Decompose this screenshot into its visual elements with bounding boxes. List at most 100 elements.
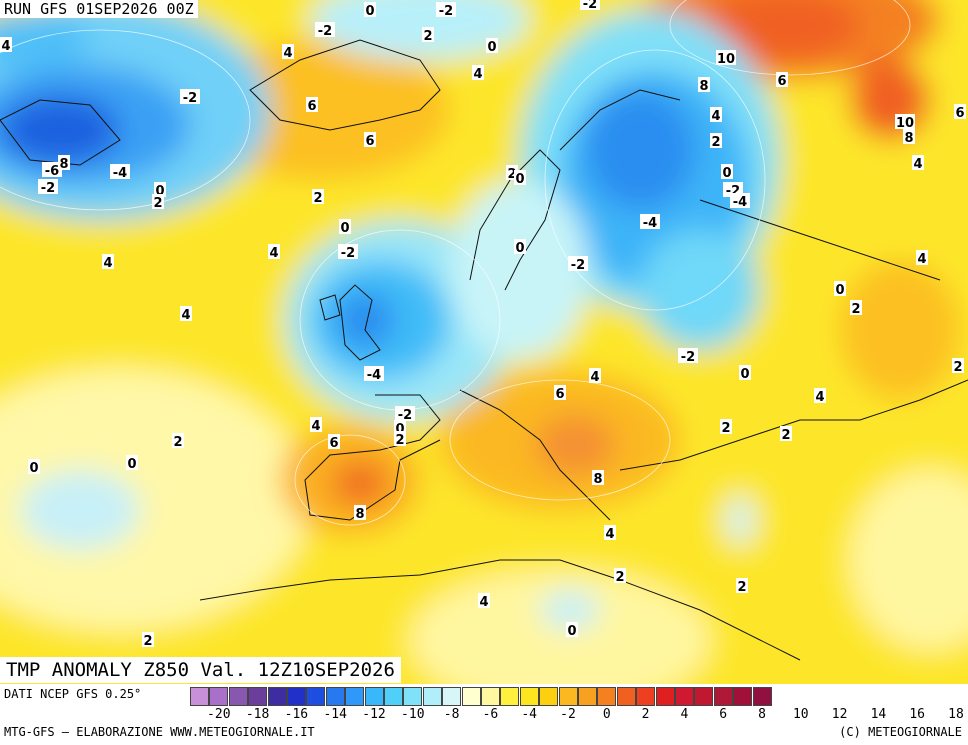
color-scale-tick: 16 — [909, 707, 926, 722]
color-scale-tick: 8 — [758, 707, 766, 722]
run-label: RUN GFS 01SEP2026 00Z — [0, 0, 198, 18]
color-scale-tick: -8 — [443, 707, 460, 722]
contour-label: 2 — [313, 191, 322, 206]
color-swatch — [655, 687, 675, 706]
contour-label-bg — [154, 182, 166, 197]
contour-label-bg — [566, 622, 578, 637]
color-scale-tick: 14 — [870, 707, 887, 722]
contour-label-bg — [589, 368, 601, 383]
contour-label: 4 — [590, 370, 599, 385]
color-swatch — [325, 687, 345, 706]
contour-label: 6 — [777, 74, 786, 89]
contour-label: 0 — [395, 422, 404, 437]
contour-label: -2 — [318, 24, 332, 39]
color-swatch — [248, 687, 268, 706]
color-swatch — [442, 687, 462, 706]
contour-label: 0 — [340, 221, 349, 236]
contour-label: 4 — [283, 46, 292, 61]
color-swatch — [713, 687, 733, 706]
color-scale-tick: 6 — [719, 707, 728, 722]
contour-label-bg — [354, 505, 366, 520]
color-swatch — [384, 687, 403, 706]
contour-label: 2 — [507, 167, 516, 182]
contour-label: 2 — [953, 360, 962, 375]
contour-label-bg — [514, 239, 526, 254]
contour-label-bg — [895, 114, 915, 129]
copyright-label: (C) METEOGIORNALE — [839, 725, 962, 739]
contour-label: 2 — [781, 428, 790, 443]
contour-label-bg — [678, 348, 698, 363]
contour-label-bg — [912, 155, 924, 170]
contour-label: 2 — [615, 570, 624, 585]
contour-label-bg — [568, 256, 588, 271]
contour-label: -4 — [733, 195, 747, 210]
contour-label: 2 — [711, 135, 720, 150]
color-scale-tick: -20 — [207, 707, 231, 722]
color-swatch — [694, 687, 714, 706]
contour-label-bg — [0, 37, 12, 52]
color-scale-tick: -16 — [284, 707, 309, 722]
contour-label-bg — [850, 300, 862, 315]
contour-label-bg — [710, 133, 722, 148]
data-source-label: DATI NCEP GFS 0.25° — [4, 687, 142, 701]
contour-label: 10 — [896, 116, 914, 131]
contour-label: 6 — [329, 436, 338, 451]
contour-label: -2 — [571, 258, 585, 273]
contour-label-bg — [364, 366, 384, 381]
contour-label: 6 — [365, 134, 374, 149]
color-swatch — [519, 687, 539, 706]
credit-label: MTG-GFS – ELABORAZIONE WWW.METEOGIORNALE… — [4, 725, 315, 739]
contour-label: -2 — [341, 246, 355, 261]
contour-label-bg — [364, 2, 376, 17]
color-swatch — [752, 687, 772, 706]
contour-label-bg — [394, 431, 406, 446]
contour-label: 4 — [917, 252, 926, 267]
contour-label: 4 — [1, 39, 10, 54]
contour-label-bg — [736, 578, 748, 593]
contour-label: 2 — [173, 435, 182, 450]
contour-label: 4 — [913, 157, 922, 172]
color-scale-tick: -12 — [362, 707, 386, 722]
color-swatch — [636, 687, 656, 706]
contour-label: 2 — [721, 421, 730, 436]
contour-label-bg — [339, 219, 351, 234]
color-scale-tick: 18 — [948, 707, 964, 722]
color-swatch — [267, 687, 287, 706]
contour-label-bg — [436, 2, 456, 17]
contour-label: 4 — [711, 109, 720, 124]
contour-label-bg — [268, 244, 280, 259]
contour-label-bg — [310, 417, 322, 432]
color-scale-tick: 0 — [602, 707, 611, 722]
contour-label-bg — [952, 358, 964, 373]
color-scale-tick: 2 — [641, 707, 650, 722]
color-scale-bar — [190, 687, 967, 707]
contour-label: 0 — [515, 241, 524, 256]
color-swatch — [461, 687, 481, 706]
color-swatch — [228, 687, 248, 706]
color-swatch — [578, 687, 597, 706]
color-swatch — [539, 687, 559, 706]
contour-label: 0 — [835, 283, 844, 298]
contour-label: 2 — [153, 196, 162, 211]
color-swatch — [558, 687, 578, 706]
map-title: TMP ANOMALY Z850 Val. 12Z10SEP2026 — [0, 657, 401, 683]
contour-label: -2 — [183, 91, 197, 106]
contour-label-bg — [903, 129, 915, 144]
contour-label-bg — [315, 22, 335, 37]
contour-label: 4 — [815, 390, 824, 405]
color-swatch — [209, 687, 229, 706]
contour-label-bg — [554, 385, 566, 400]
color-scale-tick: -2 — [560, 707, 576, 722]
contour-label-bg — [38, 179, 58, 194]
contour-label: 0 — [740, 367, 749, 382]
contour-label: 2 — [851, 302, 860, 317]
color-scale-tick: -4 — [521, 707, 538, 722]
contour-label: -2 — [439, 4, 453, 19]
contour-label-bg — [698, 77, 710, 92]
contour-label-bg — [721, 164, 733, 179]
color-scale-tick: -14 — [323, 707, 347, 722]
contour-label-bg — [110, 164, 130, 179]
contour-label: 4 — [605, 527, 614, 542]
